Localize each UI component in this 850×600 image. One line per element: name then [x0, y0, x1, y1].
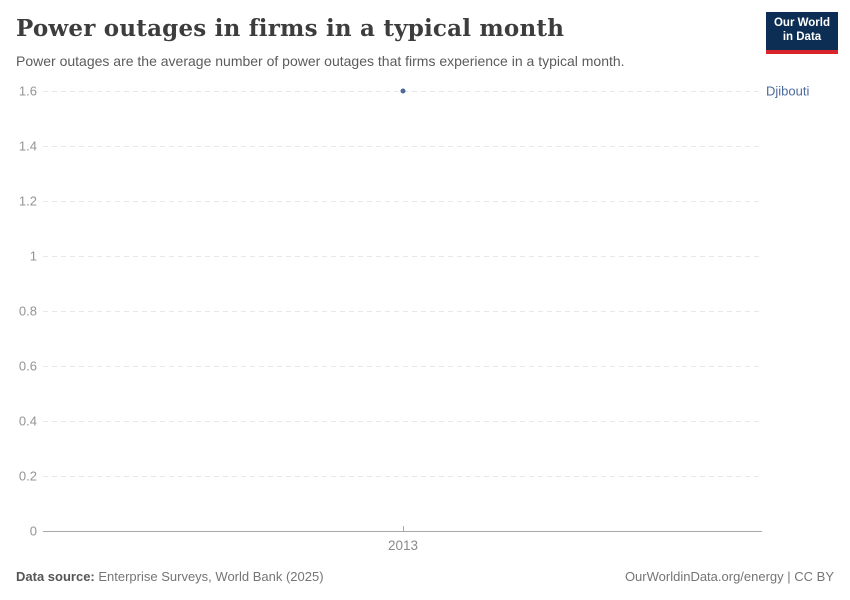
series-label-djibouti[interactable]: Djibouti — [766, 83, 810, 99]
owid-logo: Our World in Data — [766, 12, 838, 54]
footer: Data source: Enterprise Surveys, World B… — [16, 569, 834, 584]
y-tick-label: 1.6 — [18, 83, 37, 99]
y-gridline — [43, 146, 762, 147]
data-source-label: Data source: — [16, 569, 95, 584]
y-gridline — [43, 311, 762, 312]
y-tick-label: 0 — [29, 523, 37, 539]
x-tick-mark — [403, 526, 404, 531]
y-tick-label: 0.4 — [18, 413, 37, 429]
credit-line: OurWorldinData.org/energy | CC BY — [624, 569, 834, 584]
x-axis-line — [43, 531, 762, 532]
y-gridline — [43, 421, 762, 422]
y-tick-label: 0.2 — [18, 468, 37, 484]
owid-logo-line2: in Data — [782, 31, 822, 43]
x-tick-label: 2013 — [387, 538, 419, 553]
y-gridline — [43, 366, 762, 367]
y-gridline — [43, 476, 762, 477]
y-tick-label: 1.2 — [18, 193, 37, 209]
owid-logo-line1: Our World — [773, 17, 830, 29]
data-source-value: Enterprise Surveys, World Bank (2025) — [94, 569, 324, 584]
y-tick-label: 1.4 — [18, 138, 37, 154]
y-tick-label: 0.8 — [18, 303, 37, 319]
y-gridline — [43, 256, 762, 257]
chart-subtitle: Power outages are the average number of … — [16, 53, 625, 69]
chart-title: Power outages in firms in a typical mont… — [16, 15, 565, 42]
data-point-djibouti-2013[interactable] — [400, 88, 406, 94]
data-source-note: Data source: Enterprise Surveys, World B… — [16, 569, 324, 584]
y-gridline — [43, 201, 762, 202]
y-tick-label: 1 — [29, 248, 37, 264]
y-tick-label: 0.6 — [18, 358, 37, 374]
